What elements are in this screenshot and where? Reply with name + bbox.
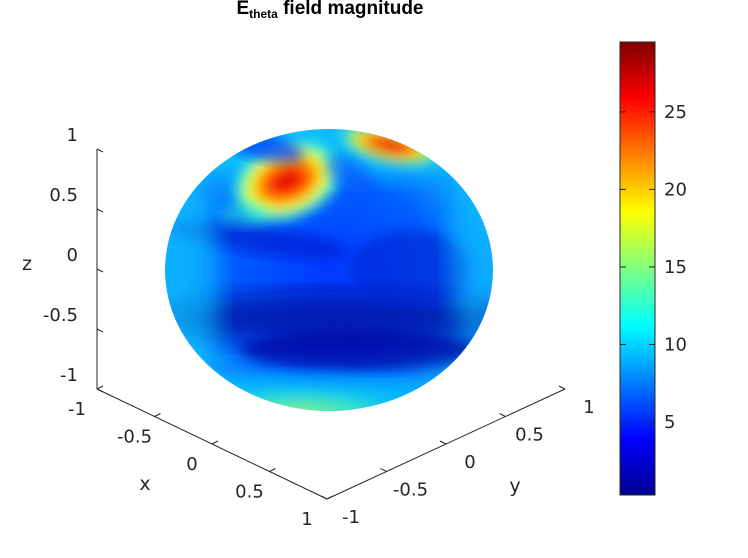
colorbar-ticks: 5 10 15 20 25 — [620, 102, 687, 433]
y-axis-label: y — [509, 475, 520, 497]
colorbar-tick-label: 15 — [664, 257, 687, 278]
z-tick-label: -1 — [60, 365, 78, 386]
colorbar-gradient — [619, 41, 656, 496]
y-tick-label: 0.5 — [515, 425, 544, 446]
colorbar-tick-label: 5 — [664, 412, 675, 433]
z-tick-mark — [96, 328, 104, 333]
x-tick-mark — [211, 440, 219, 445]
sphere-surface — [165, 129, 493, 411]
x-tick-mark — [326, 495, 334, 500]
z-tick-mark — [96, 388, 104, 393]
x-tick-label: 0.5 — [235, 482, 264, 503]
y-tick-mark — [380, 468, 387, 472]
y-tick-mark — [558, 385, 566, 390]
colorbar: 5 10 15 20 25 — [619, 41, 687, 496]
x-tick-label: -0.5 — [117, 427, 152, 448]
z-tick-label: -0.5 — [43, 305, 78, 326]
x-tick-mark — [96, 385, 104, 390]
x-axis-label: x — [139, 473, 150, 495]
x-tick-label: 1 — [301, 509, 312, 530]
y-tick-label: 1 — [583, 397, 594, 418]
y-tick-label: -1 — [342, 507, 360, 528]
z-tick-mark — [96, 268, 104, 273]
y-tick-label: 0 — [464, 452, 475, 473]
x-tick-label: -1 — [68, 399, 86, 420]
y-tick-mark — [320, 495, 328, 500]
z-tick-label: 0.5 — [49, 185, 78, 206]
x-tick-mark — [269, 468, 276, 472]
colorbar-tick-label: 10 — [664, 335, 687, 356]
colorbar-tick-label: 25 — [664, 102, 687, 123]
x-axis-ticks: -1 -0.5 0 0.5 1 — [68, 385, 334, 530]
y-tick-label: -0.5 — [393, 480, 428, 501]
x-tick-mark — [154, 413, 161, 417]
chart-title: Etheta field magnitude — [236, 0, 424, 21]
z-tick-label: 0 — [67, 245, 78, 266]
z-axis-ticks: -1 -0.5 0 0.5 1 — [43, 125, 104, 393]
x-tick-label: 0 — [186, 454, 197, 475]
y-axis-ticks: -1 -0.5 0 0.5 1 — [320, 385, 595, 528]
z-tick-mark — [96, 148, 104, 153]
colorbar-tick-label: 20 — [664, 179, 687, 200]
y-tick-mark — [499, 413, 506, 417]
z-axis-label: z — [22, 253, 32, 275]
z-tick-mark — [96, 208, 104, 213]
y-tick-mark — [439, 440, 447, 445]
z-tick-label: 1 — [67, 125, 78, 146]
